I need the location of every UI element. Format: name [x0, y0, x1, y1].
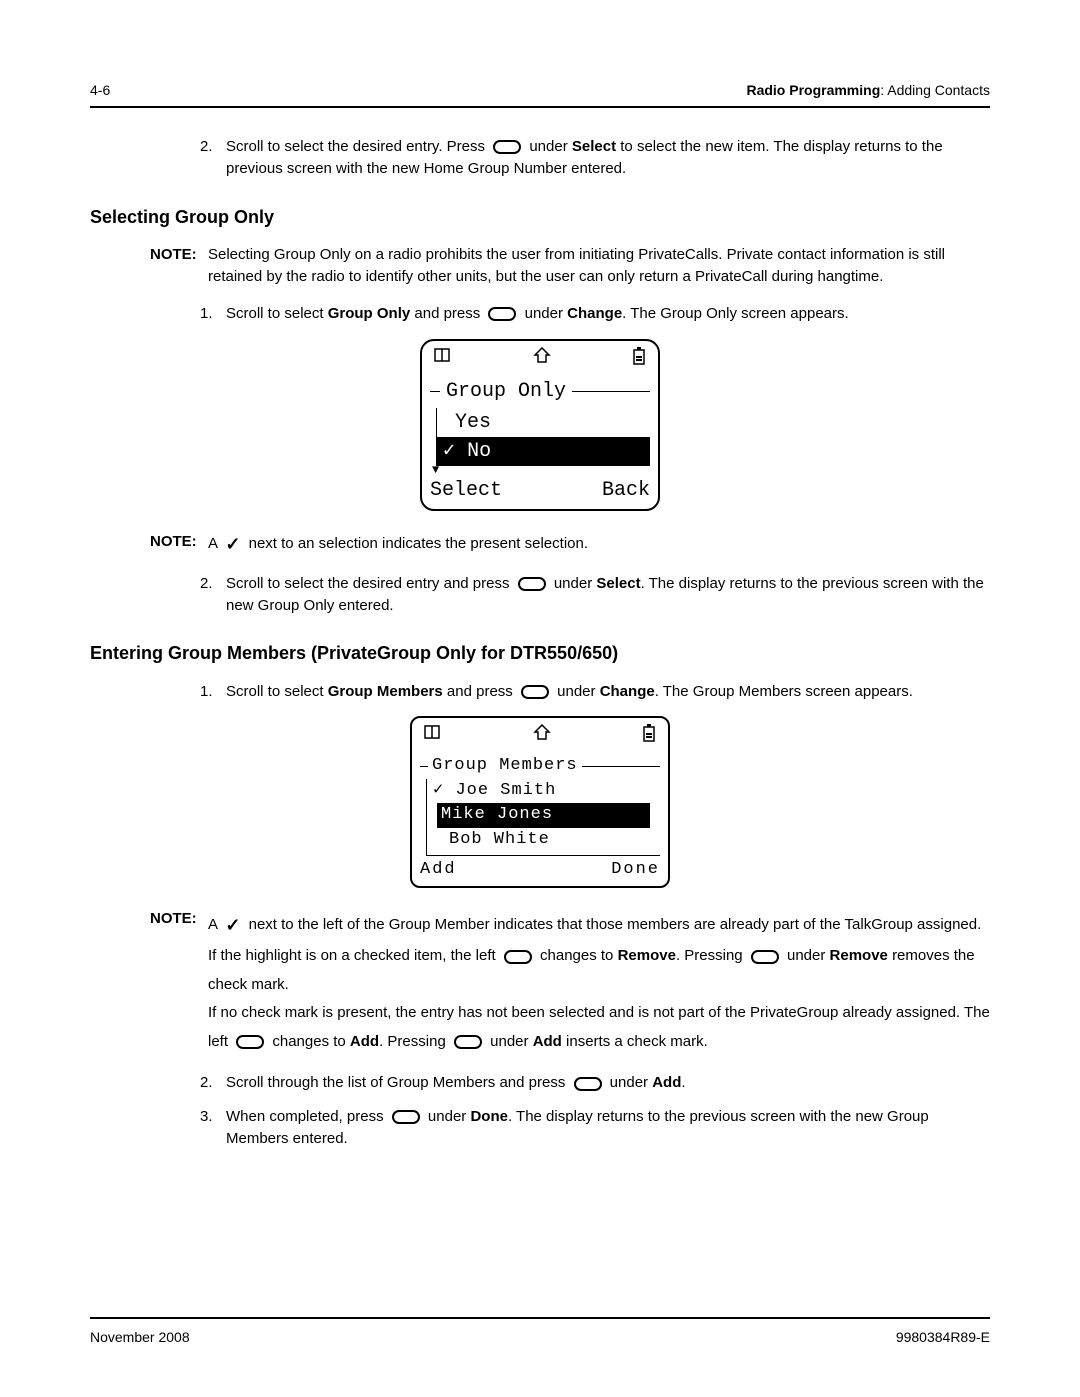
step-number: 2. — [200, 136, 226, 180]
lcd-softkey-left: Select — [430, 476, 502, 505]
note-text: A ✓ next to an selection indicates the p… — [208, 531, 990, 557]
list-item: 1. Scroll to select Group Only and press… — [200, 303, 990, 325]
page-header: 4-6 Radio Programming: Adding Contacts — [90, 80, 990, 108]
list-item: 2. Scroll to select the desired entry. P… — [200, 136, 990, 180]
header-breadcrumb: Radio Programming: Adding Contacts — [746, 80, 990, 100]
softkey-icon — [521, 685, 549, 699]
battery-icon — [632, 347, 646, 373]
lcd-softkey-right: Done — [611, 858, 660, 883]
lcd-title: Group Members — [428, 754, 582, 779]
note: NOTE: Selecting Group Only on a radio pr… — [150, 244, 990, 288]
lcd-member: Bob White — [427, 828, 660, 853]
home-icon — [533, 347, 551, 373]
page-footer: November 2008 9980384R89-E — [90, 1317, 990, 1347]
footer-doc-id: 9980384R89-E — [896, 1327, 990, 1347]
book-icon — [424, 724, 442, 750]
softkey-icon — [493, 140, 521, 154]
heading-group-members: Entering Group Members (PrivateGroup Onl… — [90, 640, 990, 666]
lcd-screen-group-only: Group Only Yes ✓ No ▼ Select Back — [420, 339, 660, 511]
lcd-title: Group Only — [440, 377, 572, 406]
note-text: A ✓ next to the left of the Group Member… — [208, 908, 990, 1056]
step-text: Scroll through the list of Group Members… — [226, 1072, 990, 1094]
scroll-down-icon: ▼ — [432, 466, 650, 474]
softkey-icon — [236, 1035, 264, 1049]
battery-icon — [642, 724, 656, 750]
step-number: 2. — [200, 1072, 226, 1094]
list-item: 2. Scroll through the list of Group Memb… — [200, 1072, 990, 1094]
softkey-icon — [454, 1035, 482, 1049]
list-item: 2. Scroll to select the desired entry an… — [200, 573, 990, 617]
step-text: When completed, press under Done. The di… — [226, 1106, 990, 1150]
note-label: NOTE: — [150, 531, 208, 557]
step-number: 2. — [200, 573, 226, 617]
step-text: Scroll to select Group Members and press… — [226, 681, 990, 703]
note: NOTE: A ✓ next to the left of the Group … — [150, 908, 990, 1056]
softkey-icon — [488, 307, 516, 321]
home-icon — [533, 724, 551, 750]
step-text: Scroll to select the desired entry. Pres… — [226, 136, 990, 180]
page-number: 4-6 — [90, 80, 110, 100]
softkey-icon — [751, 950, 779, 964]
softkey-icon — [574, 1077, 602, 1091]
softkey-icon — [518, 577, 546, 591]
list-item: 1. Scroll to select Group Members and pr… — [200, 681, 990, 703]
softkey-icon — [504, 950, 532, 964]
step-text: Scroll to select Group Only and press un… — [226, 303, 990, 325]
step-number: 1. — [200, 303, 226, 325]
check-icon: ✓ — [225, 531, 240, 557]
manual-page: 4-6 Radio Programming: Adding Contacts 2… — [0, 0, 1080, 1397]
lcd-softkey-left: Add — [420, 858, 457, 883]
lcd-member-checked: ✓ Joe Smith — [427, 779, 660, 804]
note: NOTE: A ✓ next to an selection indicates… — [150, 531, 990, 557]
header-section-bold: Radio Programming — [746, 82, 880, 98]
note-text: Selecting Group Only on a radio prohibit… — [208, 244, 990, 288]
step-number: 1. — [200, 681, 226, 703]
lcd-member-selected: Mike Jones — [437, 803, 650, 828]
note-label: NOTE: — [150, 244, 208, 288]
step-number: 3. — [200, 1106, 226, 1150]
lcd-softkey-right: Back — [602, 476, 650, 505]
note-label: NOTE: — [150, 908, 208, 1056]
book-icon — [434, 347, 452, 373]
heading-group-only: Selecting Group Only — [90, 204, 990, 230]
lcd-option-yes: Yes — [437, 408, 650, 437]
step-text: Scroll to select the desired entry and p… — [226, 573, 990, 617]
header-section-rest: : Adding Contacts — [880, 82, 990, 98]
footer-date: November 2008 — [90, 1327, 190, 1347]
lcd-screen-group-members: Group Members ✓ Joe Smith Mike Jones Bob… — [410, 716, 670, 888]
softkey-icon — [392, 1110, 420, 1124]
check-icon: ✓ — [225, 908, 240, 942]
list-item: 3. When completed, press under Done. The… — [200, 1106, 990, 1150]
lcd-option-no-selected: ✓ No — [437, 437, 650, 466]
